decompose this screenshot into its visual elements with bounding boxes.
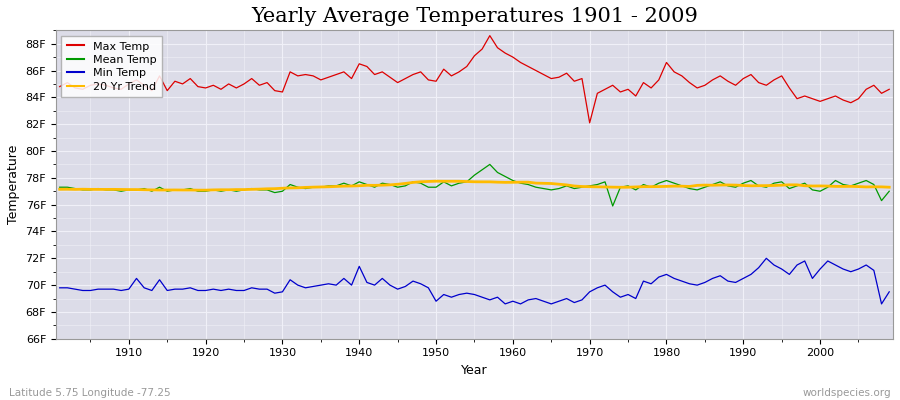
Text: worldspecies.org: worldspecies.org xyxy=(803,388,891,398)
Legend: Max Temp, Mean Temp, Min Temp, 20 Yr Trend: Max Temp, Mean Temp, Min Temp, 20 Yr Tre… xyxy=(61,36,162,97)
Title: Yearly Average Temperatures 1901 - 2009: Yearly Average Temperatures 1901 - 2009 xyxy=(251,7,698,26)
Text: Latitude 5.75 Longitude -77.25: Latitude 5.75 Longitude -77.25 xyxy=(9,388,171,398)
X-axis label: Year: Year xyxy=(461,364,488,377)
Y-axis label: Temperature: Temperature xyxy=(7,145,20,224)
